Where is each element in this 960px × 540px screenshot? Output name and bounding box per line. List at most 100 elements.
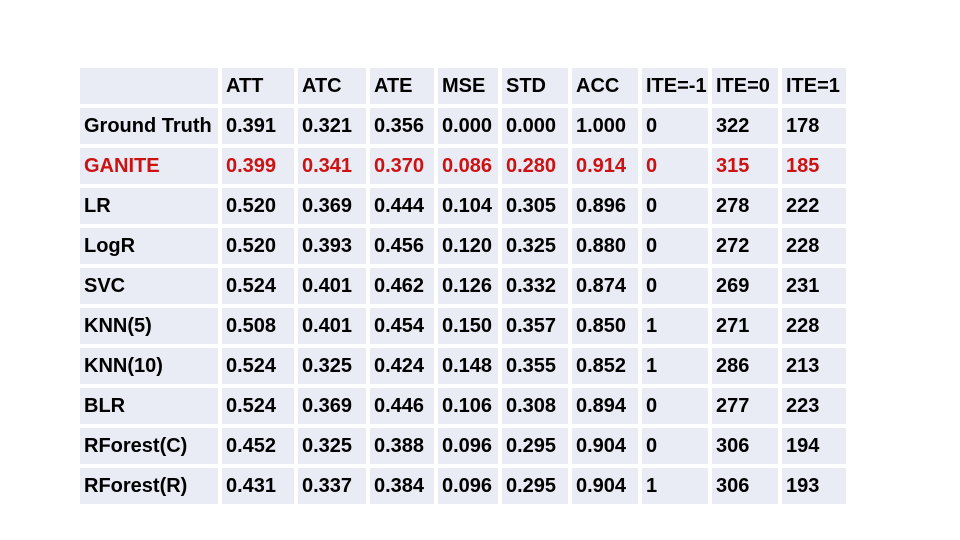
column-header: ITE=0 <box>712 68 778 104</box>
value-cell: 0.524 <box>222 388 294 424</box>
value-cell: 0.120 <box>438 228 498 264</box>
value-cell: 0.104 <box>438 188 498 224</box>
row-label: RForest(C) <box>80 428 218 464</box>
value-cell: 0.308 <box>502 388 568 424</box>
value-cell: 0.295 <box>502 468 568 504</box>
row-label: LogR <box>80 228 218 264</box>
value-cell: 0.391 <box>222 108 294 144</box>
value-cell: 178 <box>782 108 846 144</box>
value-cell: 0.880 <box>572 228 638 264</box>
table-row: LogR 0.520 0.393 0.456 0.120 0.325 0.880 0 272 22… <box>80 228 846 264</box>
value-cell: 286 <box>712 348 778 384</box>
table-header-row: ATT ATC ATE MSE STD ACC ITE=-1 ITE=0 ITE=1 <box>80 68 846 104</box>
value-cell: 0.388 <box>370 428 434 464</box>
row-label: GANITE <box>80 148 218 184</box>
column-header: ITE=-1 <box>642 68 708 104</box>
value-cell: 228 <box>782 228 846 264</box>
value-cell: 0.369 <box>298 388 366 424</box>
table-row: RForest(C) 0.452 0.325 0.388 0.096 0.295 0.904… <box>80 428 846 464</box>
row-label: KNN(5) <box>80 308 218 344</box>
value-cell: 0 <box>642 228 708 264</box>
value-cell: 0.446 <box>370 388 434 424</box>
table-row: KNN(10) 0.524 0.325 0.424 0.148 0.355 0.852 1 28… <box>80 348 846 384</box>
table-row: SVC 0.524 0.401 0.462 0.126 0.332 0.874 0 269 231 <box>80 268 846 304</box>
value-cell: 0.399 <box>222 148 294 184</box>
value-cell: 1 <box>642 308 708 344</box>
value-cell: 0.369 <box>298 188 366 224</box>
value-cell: 213 <box>782 348 846 384</box>
value-cell: 306 <box>712 428 778 464</box>
value-cell: 0.874 <box>572 268 638 304</box>
value-cell: 272 <box>712 228 778 264</box>
value-cell: 0.401 <box>298 268 366 304</box>
value-cell: 277 <box>712 388 778 424</box>
table-row: KNN(5) 0.508 0.401 0.454 0.150 0.357 0.850 1 271… <box>80 308 846 344</box>
value-cell: 0.462 <box>370 268 434 304</box>
value-cell: 0.150 <box>438 308 498 344</box>
value-cell: 0.096 <box>438 428 498 464</box>
row-label: RForest(R) <box>80 468 218 504</box>
row-label: SVC <box>80 268 218 304</box>
value-cell: 0.904 <box>572 468 638 504</box>
value-cell: 194 <box>782 428 846 464</box>
value-cell: 0.086 <box>438 148 498 184</box>
value-cell: 0.305 <box>502 188 568 224</box>
value-cell: 0.454 <box>370 308 434 344</box>
table-row: Ground Truth 0.391 0.321 0.356 0.000 0.000 1.0… <box>80 108 846 144</box>
column-header: MSE <box>438 68 498 104</box>
value-cell: 278 <box>712 188 778 224</box>
value-cell: 0.341 <box>298 148 366 184</box>
value-cell: 0.444 <box>370 188 434 224</box>
value-cell: 0 <box>642 428 708 464</box>
value-cell: 0.148 <box>438 348 498 384</box>
value-cell: 0.325 <box>298 348 366 384</box>
column-header: STD <box>502 68 568 104</box>
corner-header-cell <box>80 68 218 104</box>
value-cell: 0.000 <box>438 108 498 144</box>
results-table: ATT ATC ATE MSE STD ACC ITE=-1 ITE=0 ITE=1 Groun… <box>76 64 850 508</box>
value-cell: 0.456 <box>370 228 434 264</box>
table-row: BLR 0.524 0.369 0.446 0.106 0.308 0.894 0 277 223 <box>80 388 846 424</box>
value-cell: 0.401 <box>298 308 366 344</box>
value-cell: 0 <box>642 188 708 224</box>
value-cell: 0.384 <box>370 468 434 504</box>
column-header: ITE=1 <box>782 68 846 104</box>
value-cell: 0.325 <box>502 228 568 264</box>
value-cell: 0.325 <box>298 428 366 464</box>
value-cell: 223 <box>782 388 846 424</box>
value-cell: 0.357 <box>502 308 568 344</box>
table-row: LR 0.520 0.369 0.444 0.104 0.305 0.896 0 278 222 <box>80 188 846 224</box>
table-row: GANITE 0.399 0.341 0.370 0.086 0.280 0.914 0 315… <box>80 148 846 184</box>
column-header: ACC <box>572 68 638 104</box>
value-cell: 0.452 <box>222 428 294 464</box>
value-cell: 1 <box>642 468 708 504</box>
value-cell: 0.914 <box>572 148 638 184</box>
value-cell: 0.356 <box>370 108 434 144</box>
value-cell: 0.850 <box>572 308 638 344</box>
value-cell: 0.332 <box>502 268 568 304</box>
value-cell: 0.524 <box>222 348 294 384</box>
value-cell: 1.000 <box>572 108 638 144</box>
value-cell: 0.393 <box>298 228 366 264</box>
row-label: KNN(10) <box>80 348 218 384</box>
value-cell: 0.520 <box>222 188 294 224</box>
value-cell: 228 <box>782 308 846 344</box>
value-cell: 231 <box>782 268 846 304</box>
value-cell: 0.896 <box>572 188 638 224</box>
value-cell: 0 <box>642 148 708 184</box>
value-cell: 0.520 <box>222 228 294 264</box>
table-row: RForest(R) 0.431 0.337 0.384 0.096 0.295 0.904… <box>80 468 846 504</box>
value-cell: 222 <box>782 188 846 224</box>
value-cell: 0.852 <box>572 348 638 384</box>
value-cell: 306 <box>712 468 778 504</box>
value-cell: 0.355 <box>502 348 568 384</box>
value-cell: 0.904 <box>572 428 638 464</box>
value-cell: 0 <box>642 388 708 424</box>
row-label: LR <box>80 188 218 224</box>
row-label: BLR <box>80 388 218 424</box>
value-cell: 0 <box>642 108 708 144</box>
value-cell: 0.321 <box>298 108 366 144</box>
value-cell: 185 <box>782 148 846 184</box>
value-cell: 0.370 <box>370 148 434 184</box>
